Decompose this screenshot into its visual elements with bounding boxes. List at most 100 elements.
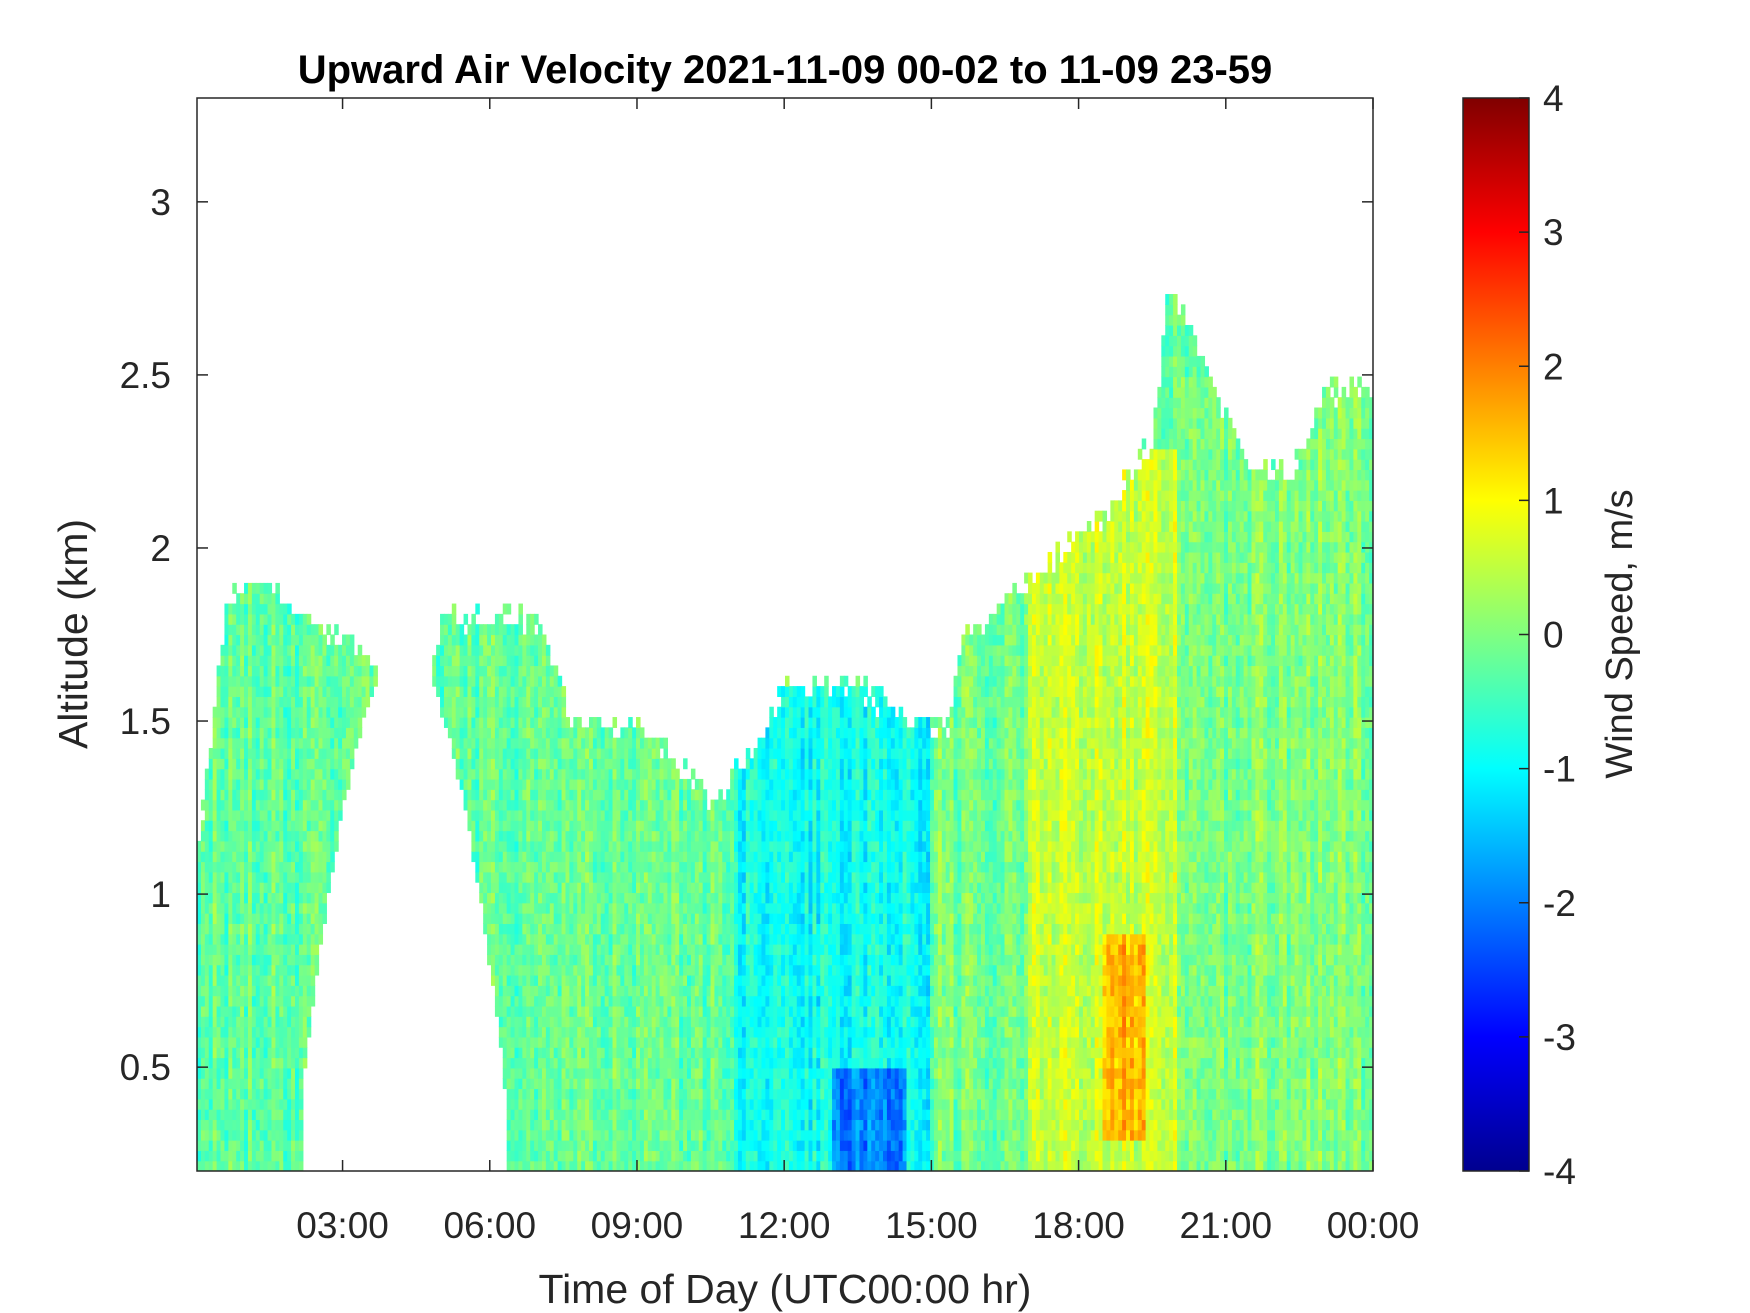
heatmap-cell: [612, 820, 618, 832]
heatmap-cell: [702, 1160, 708, 1171]
heatmap-cell: [749, 933, 755, 945]
heatmap-cell: [216, 1016, 222, 1028]
heatmap-cell: [295, 871, 300, 883]
heatmap-cell: [741, 1026, 747, 1038]
heatmap-cell: [592, 727, 598, 739]
heatmap-cell: [679, 1129, 684, 1141]
heatmap-cell: [236, 675, 241, 687]
heatmap-cell: [271, 727, 276, 739]
heatmap-cell: [687, 830, 692, 842]
heatmap-cell: [577, 1036, 582, 1048]
heatmap-cell: [577, 1026, 582, 1038]
heatmap-cell: [251, 665, 257, 677]
heatmap-cell: [671, 1036, 676, 1048]
heatmap-cell: [244, 1160, 249, 1171]
heatmap-cell: [581, 871, 586, 883]
heatmap-cell: [655, 820, 661, 832]
heatmap-cell: [620, 1026, 625, 1038]
heatmap-cell: [565, 1047, 570, 1059]
heatmap-cell: [655, 974, 661, 986]
heatmap-cell: [310, 902, 316, 914]
heatmap-cell: [459, 747, 465, 759]
heatmap-cell: [247, 593, 253, 605]
heatmap-cell: [569, 778, 574, 790]
heatmap-cell: [251, 985, 257, 997]
heatmap-cell: [514, 675, 520, 687]
heatmap-cell: [330, 799, 335, 811]
heatmap-cell: [745, 985, 751, 997]
heatmap-cell: [306, 892, 312, 904]
heatmap-cell: [624, 974, 629, 986]
heatmap-cell: [541, 944, 547, 955]
heatmap-cell: [734, 882, 739, 894]
heatmap-cell: [608, 882, 614, 894]
heatmap-cell: [741, 964, 747, 976]
heatmap-cell: [600, 933, 606, 945]
heatmap-cell: [518, 809, 523, 821]
heatmap-cell: [322, 851, 327, 863]
heatmap-cell: [432, 665, 437, 677]
heatmap-cell: [734, 933, 739, 945]
heatmap-cell: [251, 717, 257, 728]
heatmap-cell: [240, 974, 245, 986]
heatmap-cell: [710, 1078, 716, 1090]
heatmap-cell: [224, 1047, 229, 1059]
heatmap-cell: [240, 655, 245, 667]
heatmap-cell: [200, 1005, 206, 1017]
heatmap-cell: [275, 737, 280, 749]
heatmap-cell: [244, 1140, 249, 1151]
heatmap-cell: [573, 1016, 578, 1028]
heatmap-cell: [592, 851, 598, 863]
heatmap-cell: [620, 944, 625, 955]
heatmap-cell: [663, 985, 668, 997]
heatmap-cell: [667, 1140, 672, 1151]
heatmap-cell: [212, 737, 218, 749]
heatmap-cell: [663, 913, 668, 924]
heatmap-cell: [730, 809, 735, 821]
heatmap-cell: [216, 717, 222, 728]
heatmap-cell: [487, 851, 492, 863]
heatmap-cell: [718, 1119, 723, 1131]
heatmap-cell: [538, 913, 543, 924]
heatmap-cell: [283, 747, 288, 759]
heatmap-cell: [636, 1057, 641, 1069]
heatmap-cell: [353, 675, 359, 687]
heatmap-cell: [600, 830, 606, 842]
heatmap-cell: [240, 634, 245, 646]
heatmap-cell: [302, 954, 308, 966]
heatmap-cell: [510, 871, 516, 883]
heatmap-cell: [608, 1098, 614, 1110]
heatmap-cell: [581, 985, 586, 997]
heatmap-cell: [443, 613, 449, 625]
heatmap-cell: [741, 974, 747, 986]
heatmap-cell: [267, 799, 273, 811]
heatmap-cell: [522, 923, 527, 935]
heatmap-cell: [557, 954, 563, 966]
heatmap-cell: [639, 964, 645, 976]
heatmap-cell: [671, 851, 676, 863]
heatmap-cell: [541, 840, 547, 852]
heatmap-cell: [471, 675, 476, 687]
heatmap-cell: [741, 1036, 747, 1048]
heatmap-cell: [647, 995, 653, 1007]
heatmap-cell: [228, 717, 233, 728]
heatmap-cell: [714, 892, 719, 904]
heatmap-cell: [200, 974, 206, 986]
heatmap-cell: [247, 1026, 253, 1038]
heatmap-cell: [549, 1047, 555, 1059]
heatmap-cell: [287, 820, 292, 832]
heatmap-cell: [247, 727, 253, 739]
heatmap-cell: [251, 840, 257, 852]
heatmap-cell: [236, 1026, 241, 1038]
heatmap-cell: [487, 944, 492, 955]
heatmap-cell: [204, 985, 210, 997]
heatmap-cell: [283, 871, 288, 883]
heatmap-cell: [279, 964, 284, 976]
heatmap-cell: [287, 995, 292, 1007]
heatmap-cell: [267, 655, 273, 667]
heatmap-cell: [275, 675, 280, 687]
heatmap-cell: [604, 871, 610, 883]
heatmap-cell: [518, 1057, 523, 1069]
heatmap-cell: [267, 665, 273, 677]
heatmap-cell: [655, 1067, 661, 1079]
